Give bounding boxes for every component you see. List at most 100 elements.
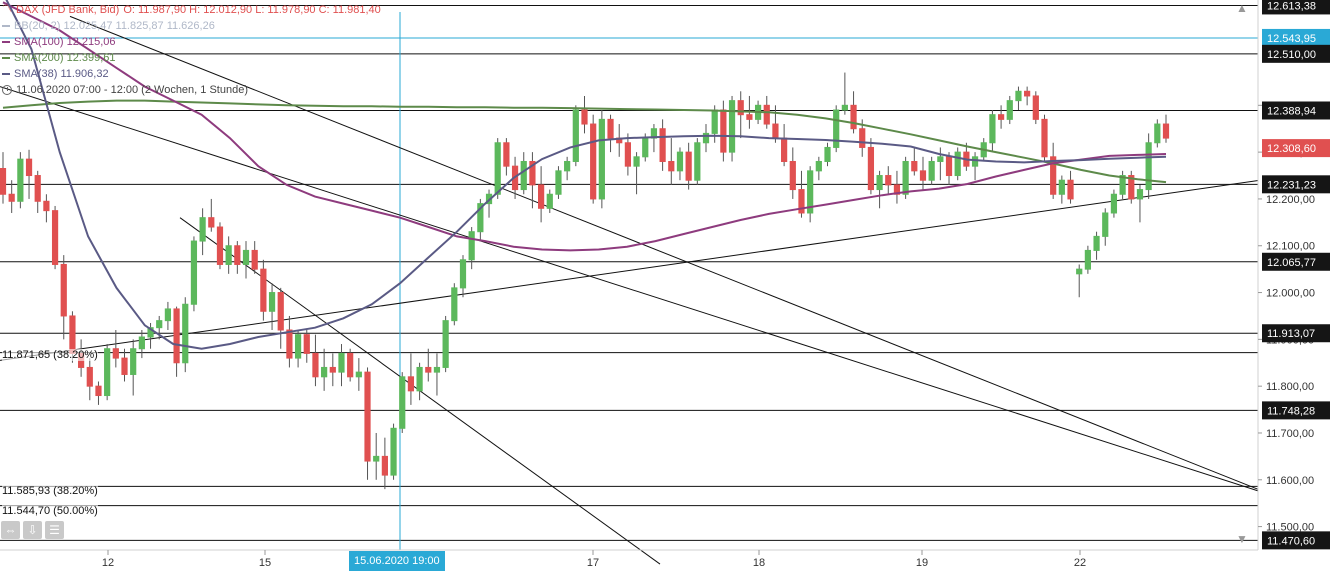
- candle-body: [989, 114, 996, 144]
- candle-body: [1128, 175, 1135, 200]
- candle-body: [1102, 212, 1109, 237]
- sma100-swatch: [2, 41, 10, 43]
- y-tick-label: 11.700,00: [1266, 428, 1314, 440]
- candle-body: [746, 114, 753, 120]
- y-tick-label: 12.200,00: [1266, 194, 1315, 206]
- candle-body: [546, 193, 553, 209]
- fib-label-1: 11.871,65 (38.20%): [2, 349, 98, 361]
- axis-background: [1258, 0, 1331, 577]
- candle-body: [772, 123, 779, 139]
- clock-icon: [2, 85, 12, 95]
- legend-title: DAX (JFD Bank, Bid): [16, 4, 120, 16]
- candle-body: [1154, 123, 1161, 144]
- candle-body: [564, 160, 571, 172]
- candle-body: [294, 334, 302, 359]
- candle-body: [945, 156, 953, 177]
- candle-body: [173, 308, 180, 364]
- level-price-label: 12.231,23: [1267, 179, 1316, 191]
- trendline: [0, 86, 1261, 492]
- candle-body: [555, 170, 562, 195]
- time-axis: 12 15 17 18 19 22: [0, 549, 1258, 569]
- candle-body: [216, 226, 224, 265]
- legend-ohlc: O: 11.987,90 H: 12.012,90 L: 11.978,90 C…: [123, 4, 381, 16]
- candle-body: [0, 168, 7, 195]
- candle-body: [381, 455, 388, 476]
- candle-body: [607, 118, 614, 139]
- candle-body: [763, 104, 770, 125]
- level-price-label: 12.065,77: [1267, 257, 1316, 269]
- candle-body: [303, 334, 310, 354]
- candle-body: [199, 217, 206, 242]
- candle-body: [781, 137, 788, 162]
- download-icon[interactable]: ⇩: [23, 521, 42, 539]
- candle-body: [468, 231, 475, 261]
- candle-body: [164, 308, 172, 322]
- sma200-swatch: [2, 57, 10, 59]
- candle-body: [390, 427, 397, 476]
- level-price-label: 12.510,00: [1267, 49, 1316, 61]
- level-price-label: 11.748,28: [1267, 405, 1315, 417]
- candle-body: [624, 142, 631, 167]
- x-tick-label: 15: [259, 557, 271, 569]
- scroll-down-icon[interactable]: ▼: [1236, 532, 1248, 546]
- sma100-line: [2, 1, 1167, 252]
- candle-body: [1015, 90, 1022, 102]
- candle-body: [1067, 179, 1074, 200]
- candle-body: [859, 128, 866, 148]
- candle-body: [251, 249, 258, 270]
- legend-period: 11.06.2020 07:00 - 12:00 (2 Wochen, 1 St…: [16, 84, 248, 96]
- candle-body: [86, 366, 93, 387]
- candle-body: [8, 193, 15, 202]
- candle-body: [893, 184, 901, 195]
- candle-body: [824, 146, 831, 162]
- candle-body: [676, 151, 684, 172]
- candle-body: [43, 200, 50, 212]
- candle-body: [425, 366, 432, 373]
- chart-controls: ⇔ ⇩ ☰: [1, 521, 64, 539]
- candle-body: [937, 156, 944, 162]
- expand-icon[interactable]: ⇔: [1, 521, 20, 539]
- candle-body: [1032, 95, 1039, 120]
- level-price-box: [1262, 324, 1330, 343]
- candle-body: [668, 160, 675, 172]
- legend-sma100: SMA(100) 12.215,06: [14, 36, 116, 48]
- x-tick-label: 19: [916, 557, 928, 569]
- trendlines: [0, 15, 1261, 565]
- candle-body: [737, 100, 744, 116]
- level-price-label: 11.913,07: [1267, 328, 1315, 340]
- candle-body: [477, 203, 484, 233]
- level-price-box: [1262, 175, 1330, 194]
- price-axis: 11.500,00 11.600,00 11.700,00 11.800,00 11.9…: [1257, 0, 1331, 577]
- candle-body: [850, 104, 857, 130]
- candle-body: [902, 160, 909, 195]
- level-price-box: [1262, 44, 1330, 63]
- y-tick-label: 11.500,00: [1266, 522, 1314, 534]
- candle-body: [971, 156, 979, 167]
- candle-body: [694, 142, 701, 181]
- settings-icon[interactable]: ☰: [45, 521, 64, 539]
- candle-body: [789, 160, 796, 191]
- scroll-up-icon[interactable]: ▲: [1236, 1, 1248, 15]
- candle-body: [919, 170, 927, 181]
- candle-body: [25, 158, 33, 177]
- candle-body: [112, 348, 119, 359]
- chart-type-icon[interactable]: 〽: [2, 4, 12, 15]
- candle-body: [520, 160, 527, 191]
- candle-body: [364, 371, 371, 462]
- candle-body: [633, 156, 640, 167]
- legend-bb: BB(20, 2) 12.025,47 11.825,87 11.626,26: [14, 20, 215, 32]
- candle-body: [1093, 235, 1100, 251]
- candle-body: [121, 357, 128, 375]
- level-price-box: [1262, 101, 1330, 120]
- candle-body: [451, 287, 458, 322]
- level-price-label: 12.613,38: [1267, 0, 1316, 12]
- candle-body: [182, 303, 189, 364]
- y-tick-label: 11.600,00: [1266, 475, 1314, 487]
- candle-body: [321, 366, 328, 378]
- candle-body: [268, 292, 276, 312]
- candle-body: [1110, 193, 1118, 214]
- candle-body: [954, 151, 961, 177]
- candle-body: [312, 352, 319, 378]
- moving-averages: [2, 0, 1167, 350]
